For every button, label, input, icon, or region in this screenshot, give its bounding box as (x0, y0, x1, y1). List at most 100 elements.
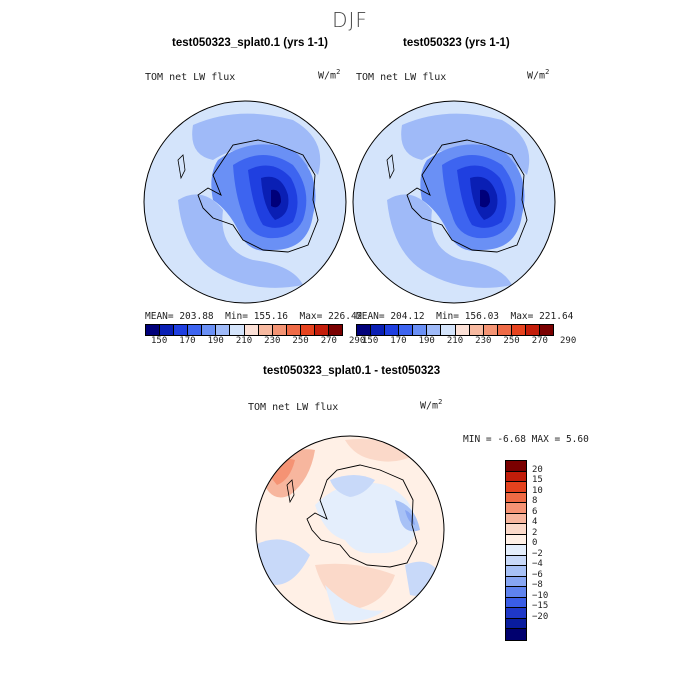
colorbar-box (286, 325, 301, 335)
panel2-title: test050323 (yrs 1-1) (403, 37, 510, 49)
colorbar-box (506, 545, 526, 556)
colorbar-tick-label: 0 (532, 538, 538, 548)
colorbar-box (506, 566, 526, 577)
colorbar-tick-label: 10 (532, 485, 543, 496)
colorbar-box (427, 325, 442, 335)
colorbar-tick-label: 270 (531, 336, 548, 346)
panel1-max: Max= 226.42 (299, 311, 363, 322)
colorbar-box (506, 618, 526, 629)
colorbar-box (258, 325, 273, 335)
colorbar-tick-label: 270 (320, 336, 337, 346)
diff-variable-label: TOM net LW flux (248, 402, 339, 413)
colorbar-box (506, 492, 526, 503)
diff-map-border (255, 435, 445, 625)
colorbar-box (506, 524, 526, 535)
diff-cool-bottom (325, 585, 385, 622)
panel1-title: test050323_splat0.1 (yrs 1-1) (172, 37, 328, 49)
colorbar-box (329, 325, 343, 335)
panel1-colorbar: 150 170 190 210 230 250 270 290 (145, 324, 365, 348)
colorbar-tick-label: −10 (532, 590, 549, 601)
colorbar-tick-label: −2 (532, 548, 543, 559)
panel2-colorbar-boxes (356, 324, 554, 336)
colorbar-tick-label: 210 (235, 336, 253, 346)
colorbar-tick-label: −8 (532, 580, 543, 590)
colorbar-box (188, 325, 203, 335)
colorbar-box (506, 503, 526, 514)
panel1-antarctica-min (271, 189, 281, 208)
colorbar-box (506, 555, 526, 566)
colorbar-box (540, 325, 554, 335)
panel2-south-america-tip (386, 154, 395, 180)
colorbar-box (146, 325, 161, 335)
panel2-variable-label: TOM net LW flux (356, 72, 447, 83)
colorbar-box (300, 325, 315, 335)
colorbar-box (413, 325, 428, 335)
panel1-variable-label: TOM net LW flux (145, 72, 236, 83)
colorbar-box (160, 325, 175, 335)
colorbar-box (385, 325, 400, 335)
diff-cool-continent (315, 482, 416, 554)
colorbar-box (314, 325, 330, 335)
colorbar-box (357, 325, 372, 335)
colorbar-tick-label: 230 (475, 336, 492, 346)
panel1-mean: MEAN= 203.88 (145, 311, 214, 322)
panel1-units: W/m2 (318, 68, 341, 82)
colorbar-tick-label: 230 (264, 336, 281, 346)
panel2-stats: MEAN= 204.12 Min= 156.03 Max= 221.64 (356, 311, 573, 322)
colorbar-tick-label: 290 (560, 336, 577, 346)
panel2-band-north (401, 113, 530, 175)
panel1-band-north (192, 113, 321, 175)
colorbar-box (497, 325, 512, 335)
diff-cool-patch-a (330, 475, 375, 497)
panel2-coastline (406, 139, 528, 253)
colorbar-box (506, 513, 526, 524)
colorbar-box (506, 482, 526, 493)
colorbar-box (506, 597, 526, 608)
colorbar-tick-label: 290 (349, 336, 366, 346)
diff-map (255, 435, 445, 625)
colorbar-tick-label: 150 (362, 336, 379, 346)
panel1-coastline (197, 139, 319, 253)
panel1-min: Min= 155.16 (225, 311, 289, 322)
colorbar-box (455, 325, 470, 335)
colorbar-box (230, 325, 245, 335)
colorbar-tick-label: 20 (532, 464, 543, 475)
colorbar-box (469, 325, 484, 335)
colorbar-box (441, 325, 456, 335)
colorbar-box (525, 325, 541, 335)
colorbar-tick-label: −6 (532, 569, 543, 580)
colorbar-tick-label: 170 (390, 336, 407, 346)
panel1-map-border (143, 100, 347, 304)
diff-warm-north (345, 439, 415, 462)
colorbar-box (202, 325, 217, 335)
season-title: DJF (332, 8, 368, 32)
colorbar-tick-label: −20 (532, 611, 549, 622)
panel2-max: Max= 221.64 (510, 311, 574, 322)
colorbar-box (511, 325, 526, 335)
diff-cool-southwest (256, 539, 310, 585)
colorbar-box (371, 325, 386, 335)
colorbar-tick-label: 8 (532, 496, 538, 506)
colorbar-box (483, 325, 498, 335)
diff-south-america-tip (286, 479, 295, 504)
colorbar-box (506, 587, 526, 598)
panel2-colorbar-ticks: 150 170 190 210 230 250 270 290 (356, 336, 576, 348)
panel2-antarctica-min (480, 189, 490, 208)
diff-coastline (306, 464, 418, 568)
colorbar-box (216, 325, 231, 335)
colorbar-tick-label: −15 (532, 601, 549, 611)
colorbar-tick-label: 2 (532, 527, 538, 538)
colorbar-box (506, 629, 526, 640)
panel2-colorbar: 150 170 190 210 230 250 270 290 (356, 324, 576, 348)
panel1-band-southwest (178, 194, 303, 288)
panel2-min: Min= 156.03 (436, 311, 500, 322)
diff-colorbar (505, 460, 527, 641)
panel1-colorbar-boxes (145, 324, 343, 336)
colorbar-box (174, 325, 189, 335)
colorbar-tick-label: 190 (207, 336, 224, 346)
colorbar-tick-label: 150 (151, 336, 168, 346)
colorbar-box (506, 534, 526, 545)
diff-colorbar-ticks: 20 15 10 8 6 4 2 0 −2 −4 −6 −8 −10 −15 −20 (532, 460, 562, 660)
panel1-colorbar-ticks: 150 170 190 210 230 250 270 290 (145, 336, 365, 348)
diff-title: test050323_splat0.1 - test050323 (263, 365, 441, 377)
